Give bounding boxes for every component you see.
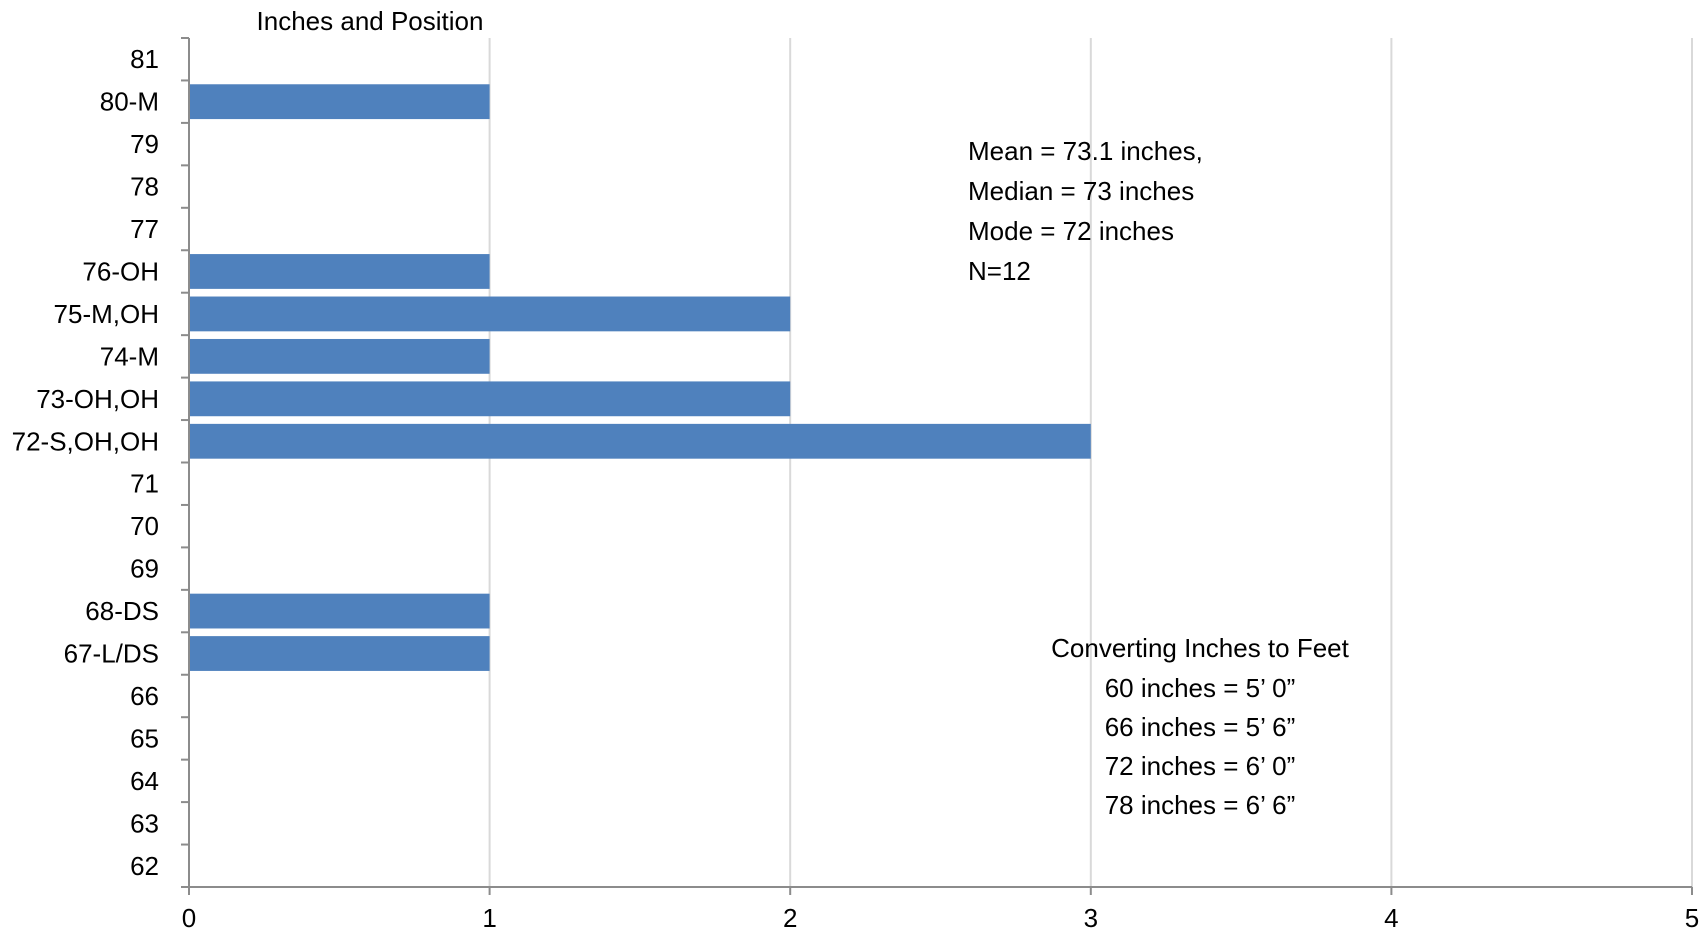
x-tick-label: 4	[1384, 903, 1398, 933]
y-category-label: 78	[130, 172, 159, 202]
y-category-label: 69	[130, 554, 159, 584]
bar-68-ds	[189, 593, 490, 629]
bar-72-s-oh-oh	[189, 423, 1091, 459]
y-category-label: 77	[130, 214, 159, 244]
conversion-line: 78 inches = 6’ 6”	[1105, 790, 1296, 820]
bars	[189, 84, 1091, 671]
stats-line: Mode = 72 inches	[968, 216, 1174, 246]
labels: 0 1 2 3 4 5 62 63 64 65 66 67-L/DS 68-DS 69 70 71 72-S,O…	[12, 44, 1700, 933]
bar-73-oh-oh	[189, 381, 791, 417]
bar-80-m	[189, 84, 490, 120]
y-category-label: 68-DS	[85, 596, 159, 626]
y-category-label: 66	[130, 681, 159, 711]
chart-title: Inches and Position	[257, 6, 484, 36]
y-category-label: 80-M	[100, 87, 159, 117]
bar-76-oh	[189, 254, 490, 289]
y-category-label: 67-L/DS	[64, 639, 159, 669]
y-category-label: 76-OH	[82, 256, 159, 286]
y-category-label: 73-OH,OH	[36, 384, 159, 414]
y-category-label: 70	[130, 511, 159, 541]
x-tick-label: 3	[1084, 903, 1098, 933]
gridlines	[488, 38, 1693, 887]
x-tick-label: 1	[482, 903, 496, 933]
stats-line: N=12	[968, 256, 1031, 286]
y-category-label: 63	[130, 808, 159, 838]
conversion-line: 72 inches = 6’ 0”	[1105, 751, 1296, 781]
axes	[181, 37, 1693, 895]
conversion-line: 60 inches = 5’ 0”	[1105, 673, 1296, 703]
y-category-label: 79	[130, 129, 159, 159]
x-tick-label: 5	[1685, 903, 1699, 933]
y-category-label: 72-S,OH,OH	[12, 426, 159, 456]
stats-line: Median = 73 inches	[968, 176, 1194, 206]
x-tick-label: 0	[182, 903, 196, 933]
bar-74-m	[189, 338, 490, 374]
bar-75-m-oh	[189, 296, 791, 332]
y-category-label: 81	[130, 44, 159, 74]
y-category-label: 74-M	[100, 341, 159, 371]
stats-line: Mean = 73.1 inches,	[968, 136, 1203, 166]
conversion-line: 66 inches = 5’ 6”	[1105, 712, 1296, 742]
x-tick-label: 2	[783, 903, 797, 933]
conversion-annotation: Converting Inches to Feet 60 inches = 5’…	[1051, 633, 1349, 820]
y-category-label: 62	[130, 851, 159, 881]
conversion-title: Converting Inches to Feet	[1051, 633, 1349, 663]
y-category-label: 71	[130, 469, 159, 499]
y-category-label: 65	[130, 723, 159, 753]
stats-annotation: Mean = 73.1 inches, Median = 73 inches Mod…	[968, 136, 1203, 286]
y-category-label: 75-M,OH	[54, 299, 159, 329]
y-category-label: 64	[130, 766, 159, 796]
bar-67-l-ds	[189, 636, 490, 671]
